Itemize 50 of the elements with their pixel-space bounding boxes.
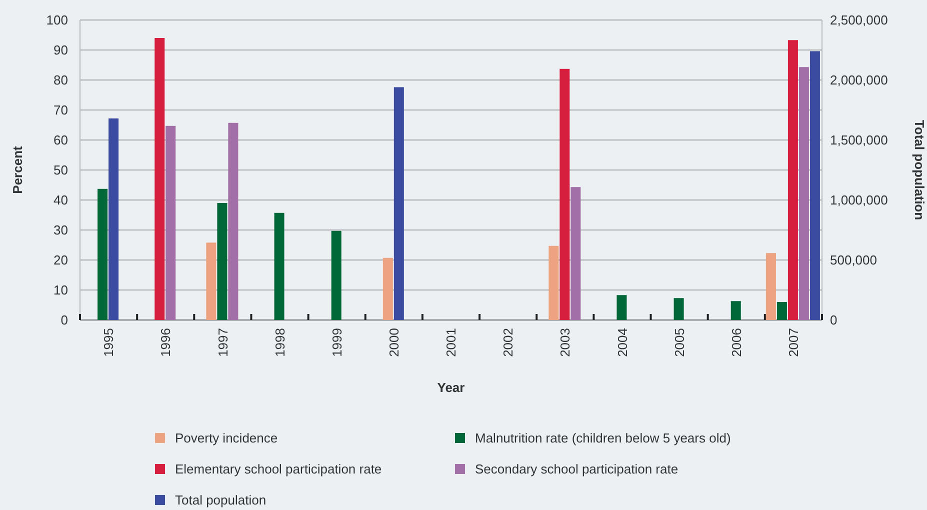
y-tick-label: 20 (54, 252, 68, 268)
y-tick-label: 80 (54, 72, 68, 88)
y-tick-label: 60 (54, 132, 68, 148)
legend-label: Elementary school participation rate (175, 462, 382, 477)
x-tick-label: 2007 (786, 328, 802, 357)
y-tick-label: 100 (46, 12, 68, 28)
bar (217, 203, 228, 320)
bar (206, 242, 216, 320)
y-tick-label: 50 (54, 162, 68, 178)
bar (674, 298, 684, 320)
y-tick-label: 30 (54, 222, 68, 238)
bar (616, 295, 627, 320)
y2-tick-label: 2,500,000 (830, 12, 888, 28)
bar (788, 40, 798, 320)
legend-label: Secondary school participation rate (475, 462, 678, 477)
x-tick-label: 2004 (614, 328, 630, 357)
legend-label: Total population (175, 492, 266, 508)
bar (570, 187, 581, 320)
y2-tick-label: 500,000 (830, 252, 877, 268)
x-axis-title: Year (437, 380, 465, 395)
y-tick-label: 90 (54, 42, 68, 58)
legend-label: Poverty incidence (175, 430, 278, 446)
x-tick-label: 1998 (272, 328, 288, 357)
bar (730, 301, 741, 320)
y2-tick-label: 1,000,000 (830, 192, 888, 208)
bar (331, 230, 342, 320)
x-tick-label: 2001 (444, 328, 459, 357)
bar (228, 122, 238, 320)
x-tick-label: 1999 (329, 328, 344, 357)
y2-tick-label: 0 (830, 312, 838, 328)
x-tick-label: 2006 (728, 328, 744, 357)
x-tick-label: 1997 (215, 328, 230, 357)
y2-axis-title: Total population (912, 120, 927, 220)
y-tick-label: 10 (54, 282, 68, 298)
y-tick-label: 40 (54, 192, 68, 208)
y2-tick-label: 2,000,000 (830, 72, 888, 88)
x-tick-label: 2003 (558, 328, 573, 357)
bar (548, 246, 559, 320)
y2-tick-label: 1,500,000 (830, 132, 888, 148)
x-tick-label: 2000 (386, 328, 402, 357)
y-tick-label: 70 (54, 102, 68, 118)
y-tick-label: 0 (60, 312, 68, 328)
x-tick-label: 1995 (101, 328, 116, 357)
y-axis-title: Percent (10, 145, 25, 194)
bar (560, 68, 570, 320)
x-tick-label: 2005 (672, 328, 687, 357)
x-tick-label: 2002 (500, 328, 516, 357)
legend-label: Malnutrition rate (children below 5 years old) (475, 430, 731, 446)
x-tick-label: 1996 (158, 328, 174, 357)
bar (274, 212, 284, 320)
